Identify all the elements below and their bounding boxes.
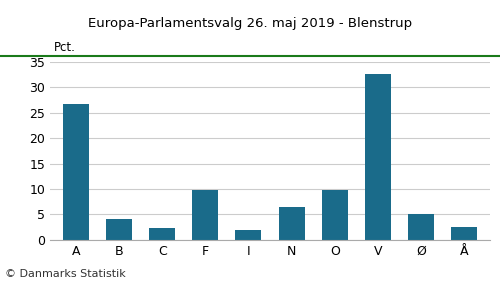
Bar: [236, 230, 262, 240]
Text: Europa-Parlamentsvalg 26. maj 2019 - Blenstrup: Europa-Parlamentsvalg 26. maj 2019 - Ble…: [88, 17, 412, 30]
Bar: [451, 227, 477, 240]
Text: Pct.: Pct.: [54, 41, 76, 54]
Bar: [278, 207, 304, 240]
Text: © Danmarks Statistik: © Danmarks Statistik: [5, 269, 126, 279]
Bar: [365, 74, 391, 240]
Bar: [408, 214, 434, 240]
Bar: [63, 104, 89, 240]
Bar: [106, 219, 132, 240]
Bar: [192, 190, 218, 240]
Bar: [322, 190, 347, 240]
Bar: [149, 228, 175, 240]
